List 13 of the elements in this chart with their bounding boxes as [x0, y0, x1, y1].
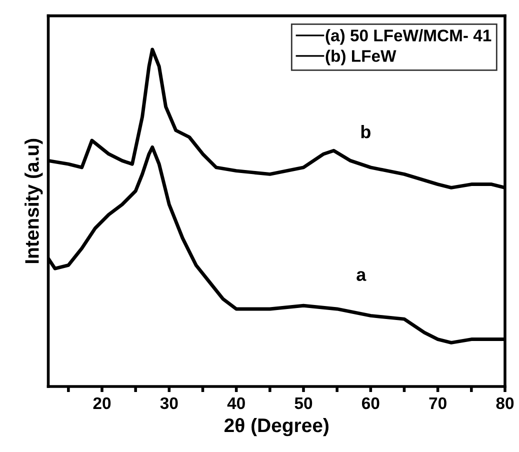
x-tick-label: 30: [160, 397, 178, 410]
x-tick-label: 50: [294, 397, 312, 410]
x-tick-label: 20: [93, 397, 111, 410]
legend-label: (b) LFeW: [326, 50, 396, 66]
annotation: a: [356, 271, 366, 281]
annotation: b: [361, 125, 370, 138]
x-tick-label: 70: [429, 397, 446, 410]
x-tick-label: 80: [496, 397, 514, 410]
x-tick-label: 40: [227, 397, 245, 410]
legend-label: (a) 50 LFeW/MCM- 41: [326, 29, 492, 45]
x-axis-title: 2θ (Degree): [224, 418, 328, 436]
y-axis-title: Intensity (a.u): [24, 138, 43, 264]
x-tick-label: 60: [362, 397, 380, 410]
